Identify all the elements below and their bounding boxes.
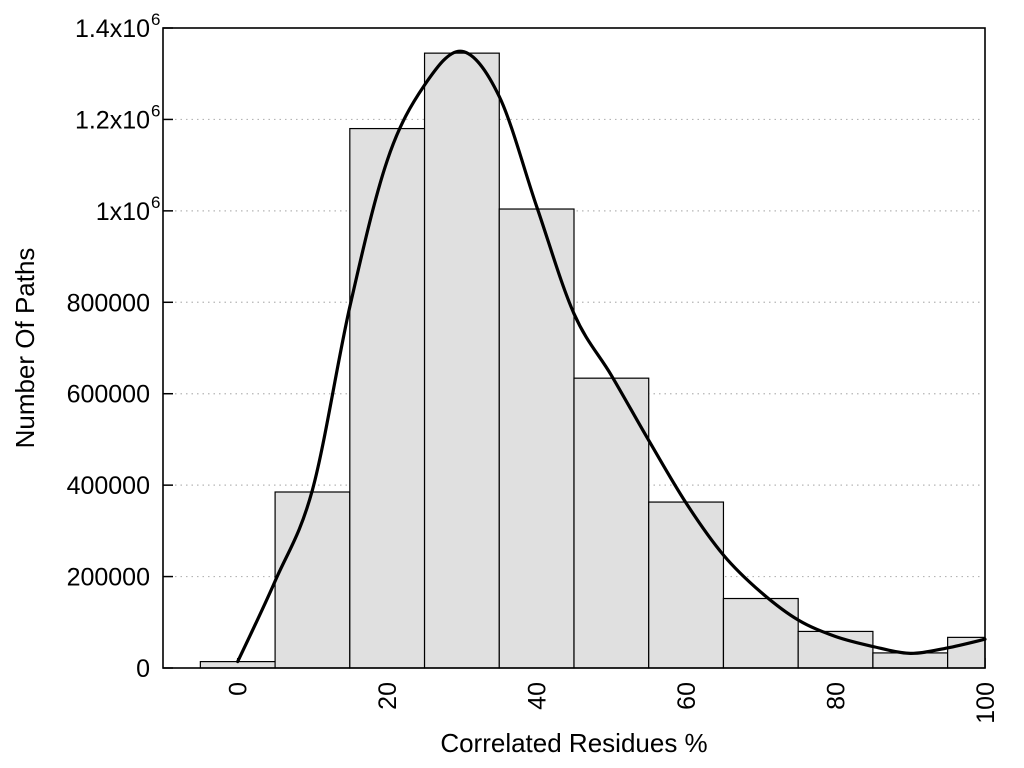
x-tick-labels: 0 20 40 60 80 100 <box>225 682 1000 724</box>
x-tick-label: 40 <box>524 682 552 710</box>
histogram-bar <box>274 491 351 669</box>
x-tick-label: 20 <box>374 682 402 710</box>
y-tick-label: 0 <box>136 655 150 683</box>
y-tick-exponent: 6 <box>151 101 160 120</box>
y-tick-label: 200000 <box>67 564 150 592</box>
smooth-curve <box>236 49 987 664</box>
x-tick-label: 60 <box>673 682 701 710</box>
x-tick-label: 80 <box>823 682 851 710</box>
histogram-bar <box>349 127 426 669</box>
y-tick-label: 1.2x10 <box>75 106 150 134</box>
y-tick-label: 1.4x10 <box>75 15 150 43</box>
y-tick-label: 1x10 <box>96 198 150 226</box>
x-tick-label: 0 <box>225 682 253 696</box>
y-tick-label: 400000 <box>67 472 150 500</box>
histogram-bar <box>423 52 500 669</box>
y-axis-label: Number Of Paths <box>10 248 40 449</box>
y-tick-exponent: 6 <box>151 193 160 212</box>
x-tick-label: 100 <box>972 682 1000 724</box>
x-axis-label: Correlated Residues % <box>440 728 707 758</box>
histogram-bar <box>872 652 949 669</box>
histogram-bar <box>498 208 575 669</box>
histogram-bars <box>199 52 986 669</box>
gridlines <box>175 118 982 578</box>
plot-border <box>162 27 986 669</box>
y-tick-exponent: 6 <box>151 10 160 29</box>
histogram-bar <box>648 501 725 669</box>
histogram-bar <box>722 597 799 669</box>
y-tick-label: 600000 <box>67 381 150 409</box>
y-tick-label: 800000 <box>67 289 150 317</box>
